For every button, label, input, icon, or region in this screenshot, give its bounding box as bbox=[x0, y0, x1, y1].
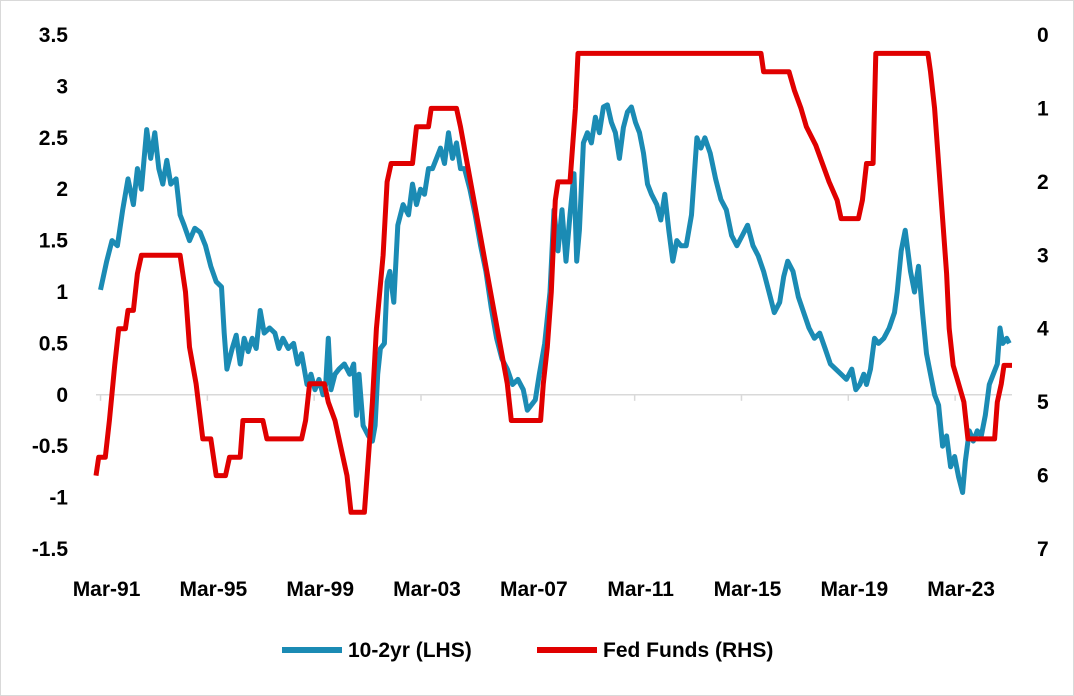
legend-label-10-2yr: 10-2yr (LHS) bbox=[348, 639, 472, 662]
series-lines bbox=[93, 50, 1012, 515]
right-tick-label: 1 bbox=[1037, 97, 1049, 120]
x-tick-label: Mar-15 bbox=[714, 578, 782, 601]
x-tick-label: Mar-03 bbox=[393, 578, 461, 601]
left-tick-label: 3.5 bbox=[39, 24, 69, 47]
right-tick-label: 7 bbox=[1037, 538, 1049, 561]
left-axis-ticks: -1.5 -1 -0.5 0 0.5 1 1.5 2 2.5 3 3.5 bbox=[32, 24, 69, 561]
left-tick-label: 2.5 bbox=[39, 127, 69, 150]
left-tick-label: -1 bbox=[49, 487, 68, 510]
left-tick-label: 0 bbox=[56, 384, 68, 407]
right-tick-label: 5 bbox=[1037, 391, 1049, 414]
x-axis-tick-marks bbox=[99, 394, 956, 401]
left-tick-label: -1.5 bbox=[32, 538, 69, 561]
series-line-fed-funds bbox=[93, 50, 1012, 515]
left-tick-label: 0.5 bbox=[39, 332, 69, 355]
left-tick-label: 2 bbox=[56, 178, 68, 201]
x-tick-label: Mar-11 bbox=[607, 578, 674, 601]
left-tick-label: -0.5 bbox=[32, 435, 69, 458]
left-tick-label: 1.5 bbox=[39, 230, 69, 253]
x-tick-label: Mar-99 bbox=[286, 578, 354, 601]
x-tick-label: Mar-23 bbox=[927, 578, 995, 601]
right-tick-label: 0 bbox=[1037, 24, 1049, 47]
x-axis-ticks: Mar-91 Mar-95 Mar-99 Mar-03 Mar-07 Mar-11 Mar-… bbox=[73, 578, 995, 601]
x-tick-label: Mar-07 bbox=[500, 578, 568, 601]
left-tick-label: 3 bbox=[56, 75, 68, 98]
x-tick-label: Mar-19 bbox=[820, 578, 888, 601]
x-tick-label: Mar-91 bbox=[73, 578, 141, 601]
legend: 10-2yr (LHS) Fed Funds (RHS) bbox=[282, 639, 773, 662]
right-tick-label: 2 bbox=[1037, 171, 1049, 194]
x-tick-label: Mar-95 bbox=[180, 578, 248, 601]
right-tick-label: 3 bbox=[1037, 244, 1049, 267]
right-axis-ticks: 0 1 2 3 4 5 6 7 bbox=[1037, 24, 1049, 561]
left-tick-label: 1 bbox=[56, 281, 68, 304]
right-tick-label: 4 bbox=[1037, 318, 1049, 341]
legend-label-fed-funds: Fed Funds (RHS) bbox=[603, 639, 773, 662]
right-tick-label: 6 bbox=[1037, 465, 1049, 488]
